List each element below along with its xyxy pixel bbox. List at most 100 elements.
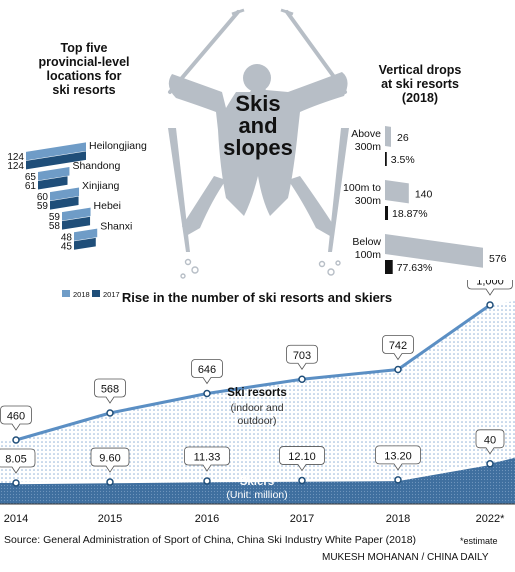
skiers-label: 40 [484,434,496,446]
x-tick-label: 2018 [386,513,410,525]
drop-bar [385,180,409,204]
ski-resorts-point [394,365,402,374]
ski-resorts-label: 568 [101,384,119,396]
ski-resorts-point [12,436,20,444]
skiers-point [12,479,20,487]
ski-resorts-bubble [382,335,414,361]
legend-swatch [92,290,100,297]
skier-illustration: Skis and slopes [168,8,349,279]
drop-bar [385,126,391,147]
ski-resorts-series-label: Ski resorts [227,387,286,399]
title-line: and [238,113,277,138]
skiers-point [203,477,211,485]
x-tick-label: 2015 [98,513,122,525]
drop-percent: 18.87% [392,208,428,220]
drop-percent: 77.63% [397,262,433,274]
right-leg [288,176,334,236]
province-bar-2017 [74,237,96,250]
skiers-label: 12.10 [288,451,316,463]
ski-resorts-label: 1,000 [476,280,504,288]
drop-percent-bar [385,152,387,166]
ski-resorts-bubble [94,378,126,404]
ski-resorts-bubble [286,344,318,370]
ski-resorts-sublabel: outdoor) [237,415,276,427]
footer-note: *estimate [460,536,498,546]
province-bar-2018 [50,187,80,201]
province-value: 124 [7,161,24,172]
province-value: 60 [37,192,49,203]
drop-category-label: 100m to [343,182,381,194]
skiers-label: 8.05 [5,453,26,465]
skiers-bubble [279,446,325,472]
footer-source: Source: General Administration of Sport … [4,534,417,546]
x-tick-label: 2014 [4,513,28,525]
skier-body [168,72,348,216]
province-label: Shandong [72,160,120,172]
province-bar-2017 [26,151,86,170]
left-leg [182,176,226,236]
ski-resorts-point [298,375,306,383]
ski-resorts-point [486,301,494,309]
x-tick-label: 2017 [290,513,314,525]
x-tick-label: 2016 [195,513,219,525]
ski-resorts-line [15,303,491,442]
drop-category-label: Below [352,236,381,248]
skiers-bubble [475,429,505,455]
provinces-bars-group [26,142,98,250]
province-label: Xinjiang [82,180,120,192]
skiers-line [15,462,491,485]
ski-resorts-label: 460 [7,411,25,423]
skiers-bubble [375,445,421,471]
skiers-series-label: Skiers [240,476,275,488]
drop-percent-bar [385,260,393,274]
skiers-label: 9.60 [99,453,120,465]
snow-dots [180,258,341,279]
right-ski [328,128,349,252]
ski-resorts-bubble [191,359,223,385]
right-pole-tip [280,8,294,16]
drop-category-label: Above [351,128,381,140]
province-label: Heilongjiang [89,140,147,152]
left-pole-tip [231,8,245,16]
province-value: 65 [25,172,37,183]
province-bar-2018 [26,142,86,161]
ski-resorts-point [106,409,114,417]
provinces-title-line: locations for [46,69,121,83]
provinces-title-line: provincial-level [38,55,129,69]
province-bar-2018 [38,166,70,181]
skiers-label: 13.20 [384,450,412,462]
skiers-bubble [90,447,130,473]
legend-label: 2018 [73,290,90,299]
drop-percent: 3.5% [391,154,415,166]
provinces-title-line: Top five [61,41,108,55]
skiers-point [486,460,494,468]
drop-category-label: 300m [355,195,382,207]
province-label: Hebei [94,200,121,212]
provinces-title-line: ski resorts [52,83,115,97]
ski-resorts-bubble [467,280,513,296]
left-ski [168,128,190,252]
footer-credit: MUKESH MOHANAN / CHINA DAILY [322,552,489,563]
skiers-label: 11.33 [194,452,221,464]
province-bar-2018 [62,207,91,221]
area-chart-title: Rise in the number of ski resorts and sk… [122,290,392,305]
drop-percent-bar [385,206,389,220]
title-line: slopes [223,135,293,160]
ski-resorts-point [203,389,211,398]
skiers-point [394,476,402,484]
province-value: 58 [49,221,61,232]
province-bar-2017 [62,216,91,230]
resorts-skiers-chart: Rise in the number of ski resorts and sk… [0,280,515,525]
skiers-bubble [0,448,36,474]
drop-category-label: 100m [355,249,382,261]
drops-title-line: Vertical drops [379,63,462,77]
drop-bar [385,234,483,268]
drop-value: 26 [397,132,409,144]
skiers-point [106,478,114,486]
title-line: Skis [235,91,280,116]
drops-title-line: (2018) [402,91,438,105]
province-value: 48 [61,232,73,243]
legend-swatch [62,290,70,297]
